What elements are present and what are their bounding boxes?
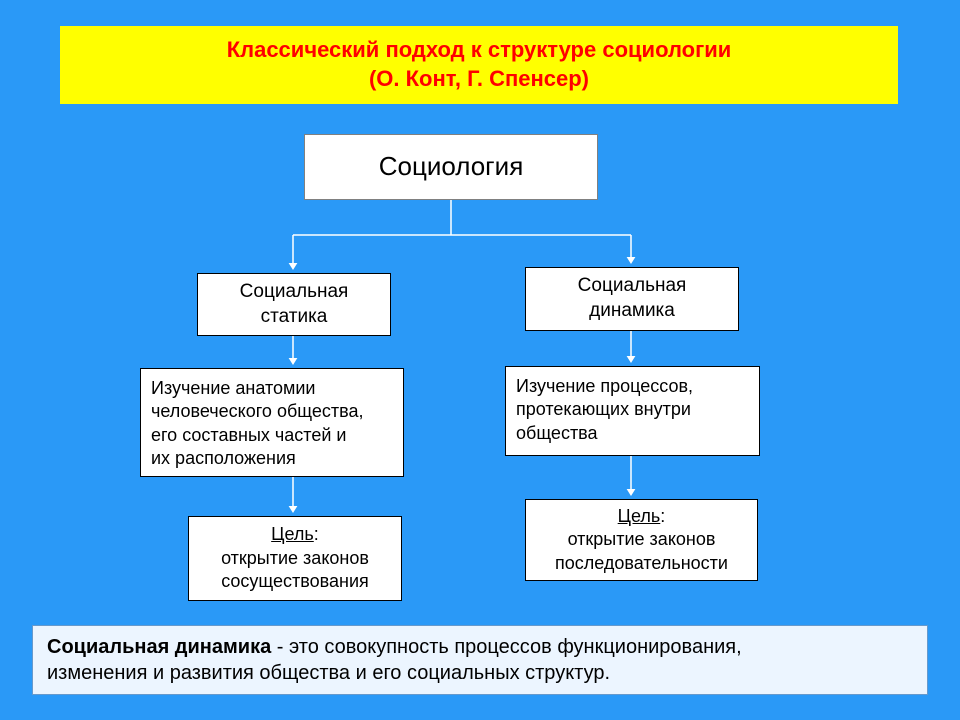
right-branch-node: Социальнаядинамика (525, 267, 739, 331)
left-goal-node: Цель:открытие законовсосуществования (188, 516, 402, 601)
connector-lines (0, 0, 960, 720)
right-desc-text: Изучение процессов,протекающих внутриобщ… (516, 375, 693, 445)
root-label: Социология (379, 150, 524, 184)
root-node: Социология (304, 134, 598, 200)
left-desc-node: Изучение анатомиичеловеческого общества,… (140, 368, 404, 477)
left-branch-node: Социальнаястатика (197, 273, 391, 336)
right-goal-text: Цель:открытие законовпоследовательности (555, 505, 728, 575)
right-branch-label: Социальнаядинамика (578, 274, 687, 323)
header-line1: Классический подход к структуре социолог… (227, 36, 732, 65)
header-line2: (О. Конт, Г. Спенсер) (369, 65, 589, 94)
footer-text: Социальная динамика - это совокупность п… (47, 634, 742, 686)
left-branch-label: Социальнаястатика (240, 280, 349, 329)
left-desc-text: Изучение анатомиичеловеческого общества,… (151, 377, 364, 471)
footer-definition: Социальная динамика - это совокупность п… (32, 625, 928, 695)
right-goal-node: Цель:открытие законовпоследовательности (525, 499, 758, 581)
header-box: Классический подход к структуре социолог… (60, 26, 898, 104)
left-goal-text: Цель:открытие законовсосуществования (221, 523, 369, 593)
right-desc-node: Изучение процессов,протекающих внутриобщ… (505, 366, 760, 456)
